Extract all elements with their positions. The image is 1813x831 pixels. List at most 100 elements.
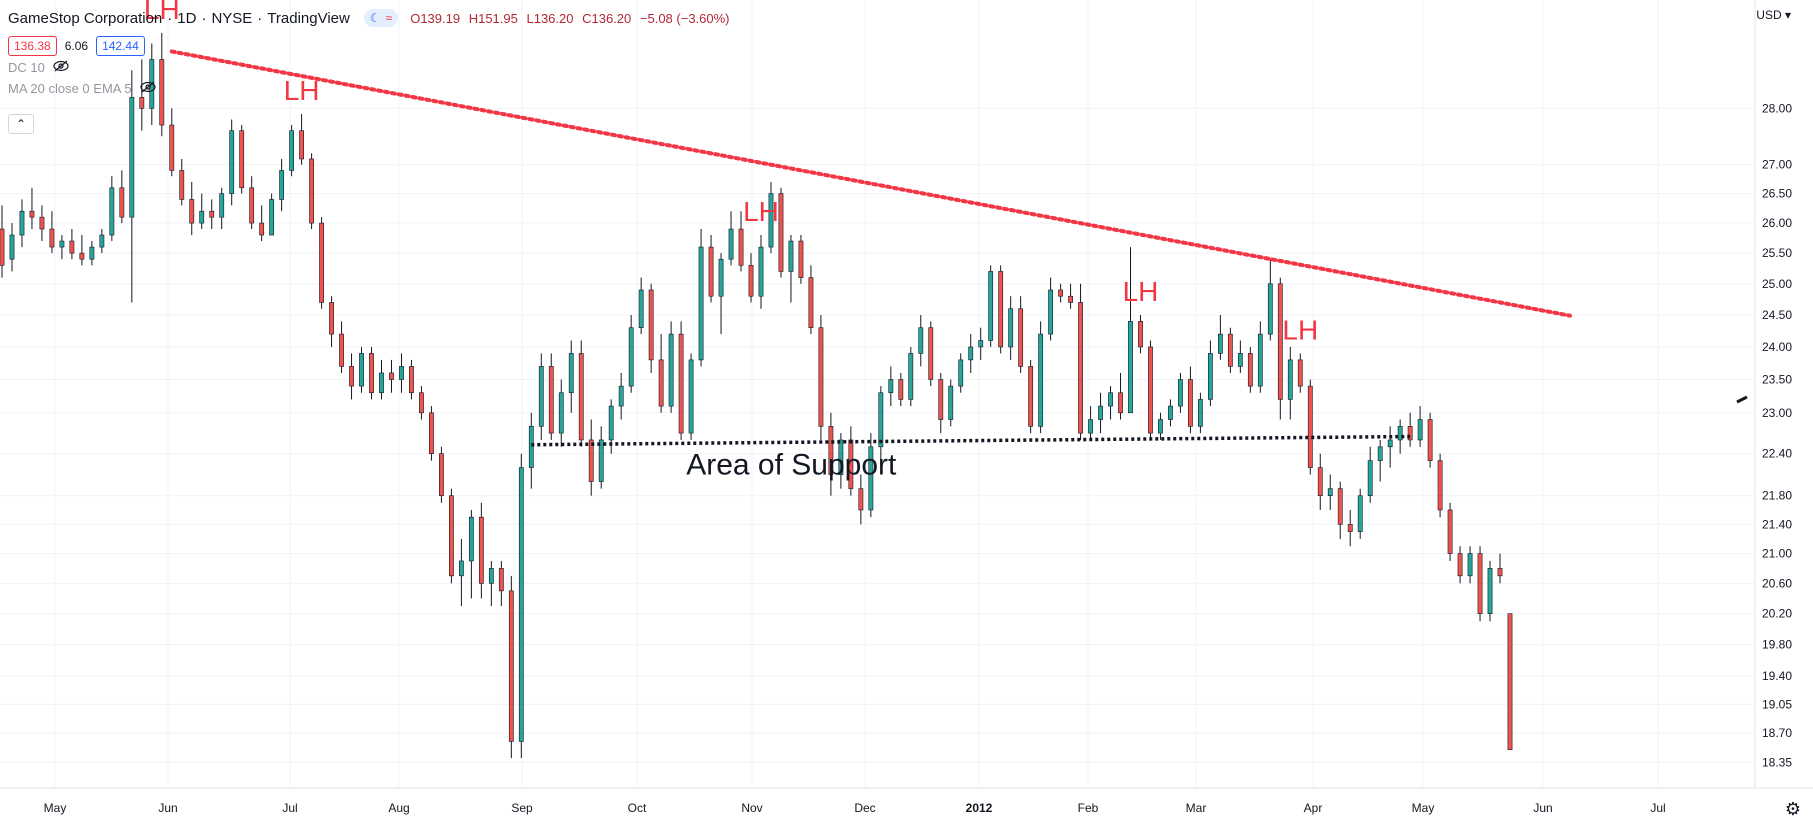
symbol-name[interactable]: GameStop Corporation: [8, 9, 163, 27]
collapse-legend-button[interactable]: ⌃: [8, 114, 34, 134]
wave-icon: ≈: [385, 11, 393, 25]
currency-label[interactable]: USD: [1756, 8, 1782, 22]
candle: [808, 265, 814, 335]
candle-body: [369, 353, 374, 394]
candle-body: [189, 199, 195, 224]
support-label[interactable]: Area of Support: [686, 449, 897, 482]
candle: [179, 158, 185, 206]
candle: [269, 193, 275, 236]
time-tick-label: Oct: [628, 801, 647, 815]
candle: [309, 153, 314, 230]
candle-body: [1217, 333, 1223, 354]
candle-body: [159, 59, 165, 126]
indicator-dc[interactable]: DC 10: [8, 60, 69, 75]
candle-body: [718, 258, 724, 297]
candle: [0, 205, 5, 278]
indicator-dc-label[interactable]: DC 10: [8, 60, 45, 75]
candle: [49, 211, 55, 254]
candle: [768, 181, 774, 254]
candle-body: [1257, 333, 1263, 387]
annotations[interactable]: Area of Support LH LH LH LH LH: [144, 0, 1748, 482]
candle-body: [1068, 295, 1073, 303]
lower-high-label[interactable]: LH: [1123, 276, 1159, 307]
candle-body: [1367, 460, 1373, 497]
candle: [429, 406, 434, 461]
candle: [339, 321, 344, 373]
candle: [948, 379, 954, 427]
candle: [998, 265, 1004, 354]
time-tick-label: Jun: [158, 801, 177, 815]
candle: [119, 170, 125, 224]
descending-trendline[interactable]: [169, 49, 1572, 318]
candle-body: [39, 216, 45, 230]
candle-body: [898, 379, 904, 400]
candle-body: [239, 130, 245, 189]
candle-body: [1148, 346, 1153, 434]
price-tick-label: 23.00: [1762, 406, 1792, 420]
candle-body: [1028, 366, 1034, 427]
candle-body: [0, 228, 5, 266]
currency-selector[interactable]: USD ▾: [1756, 8, 1791, 22]
indicator-ma[interactable]: MA 20 close 0 EMA 5: [8, 81, 156, 96]
candle: [598, 426, 604, 489]
candle-body: [508, 590, 514, 742]
lower-high-label[interactable]: LH: [1282, 314, 1318, 345]
candle-body: [449, 495, 454, 577]
candle-body: [578, 353, 584, 441]
candle: [878, 386, 884, 461]
time-axis[interactable]: May Jun Jul Aug Sep Oct Nov Dec 2012 Feb Mar Apr May…: [0, 787, 1813, 815]
hidden-eye-icon[interactable]: [139, 81, 156, 96]
interval-label[interactable]: 1D: [177, 9, 197, 27]
candle-body: [219, 193, 225, 218]
candle-body: [538, 366, 544, 427]
lower-high-label[interactable]: LH: [144, 0, 180, 25]
candle: [1277, 277, 1283, 420]
candle-body: [888, 379, 894, 394]
candle: [89, 241, 95, 266]
candle-body: [1477, 553, 1483, 614]
candle: [858, 474, 864, 525]
candle: [638, 277, 644, 335]
candle: [658, 334, 664, 413]
buy-price-button[interactable]: 142.44: [96, 36, 145, 56]
candle-body: [1227, 333, 1233, 367]
time-tick-label: Mar: [1186, 801, 1207, 815]
candle: [409, 359, 414, 400]
candle: [1008, 296, 1014, 360]
time-tick-label: Dec: [854, 801, 875, 815]
candle-body: [598, 439, 604, 482]
candle: [1507, 613, 1513, 751]
candle: [1367, 446, 1373, 503]
market-status-toggle[interactable]: ☾ ≈: [363, 9, 399, 27]
candle-body: [488, 568, 494, 584]
candle-body: [319, 222, 324, 303]
candle: [329, 296, 334, 347]
candles: [0, 32, 1513, 759]
support-line[interactable]: [531, 434, 1411, 447]
indicator-ma-label[interactable]: MA 20 close 0 EMA 5: [8, 81, 132, 96]
lower-high-label[interactable]: LH: [284, 75, 320, 106]
candle: [988, 265, 994, 347]
gear-icon[interactable]: ⚙: [1784, 799, 1801, 819]
price-axis[interactable]: 18.35 18.70 19.05 19.40 19.80 20.20 20.60 21.00…: [1754, 0, 1792, 788]
candle: [29, 187, 35, 230]
candle: [419, 386, 424, 420]
candle: [1108, 386, 1113, 420]
hidden-eye-icon[interactable]: [53, 60, 69, 75]
candle: [1297, 353, 1303, 393]
price-tick-label: 21.80: [1762, 489, 1792, 503]
candle-body: [818, 327, 824, 427]
candle: [538, 353, 544, 440]
candle: [349, 353, 354, 400]
sell-price-button[interactable]: 136.38: [8, 36, 57, 56]
lower-high-label[interactable]: LH: [743, 196, 779, 227]
candle: [488, 560, 494, 607]
candle: [1397, 419, 1403, 454]
candle-body: [1407, 426, 1413, 441]
candle: [209, 199, 215, 230]
candle-body: [608, 405, 614, 441]
chevron-up-icon: ⌃: [15, 117, 27, 131]
candle-body: [359, 353, 364, 387]
